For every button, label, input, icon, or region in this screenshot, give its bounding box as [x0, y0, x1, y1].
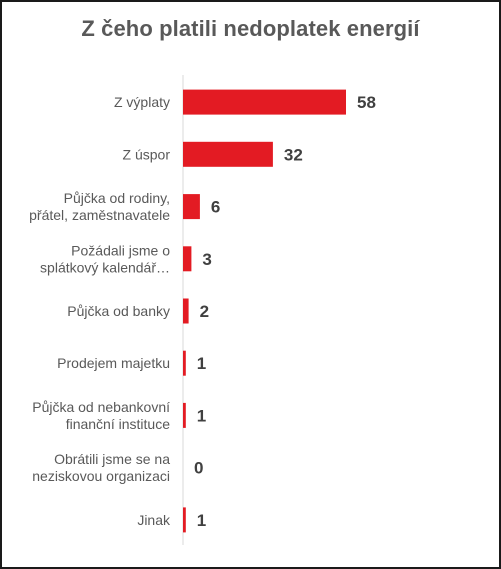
bar — [183, 89, 346, 115]
data-label: 58 — [357, 93, 376, 112]
category-label: Z výplaty — [114, 94, 170, 110]
bar — [183, 246, 192, 272]
data-label: 0 — [194, 459, 203, 478]
data-label: 3 — [202, 250, 211, 269]
data-label: 6 — [211, 198, 220, 217]
category-label: Požádali jsme o splátkový kalendář… — [40, 242, 170, 275]
category-label: Z úspor — [123, 146, 171, 162]
bar — [183, 507, 186, 533]
bar — [183, 194, 200, 220]
category-label: Obrátili jsme se na neziskovou organizaci — [32, 451, 170, 484]
chart-title: Z čeho platili nedoplatek energií — [81, 16, 420, 41]
data-label: 1 — [197, 406, 206, 425]
data-label: 1 — [197, 511, 206, 530]
bar — [183, 402, 186, 428]
category-label: Jinak — [137, 512, 171, 528]
category-label: Půjčka od nebankovní finanční instituce — [32, 399, 170, 432]
data-label: 2 — [200, 302, 209, 321]
bar — [183, 141, 273, 167]
data-label: 32 — [284, 145, 303, 164]
category-label: Prodejem majetku — [57, 355, 170, 371]
data-label: 1 — [197, 354, 206, 373]
bar — [183, 350, 186, 376]
category-label: Půjčka od rodiny, přátel, zaměstnavatele — [29, 190, 170, 223]
category-label: Půjčka od banky — [67, 303, 170, 319]
bar — [183, 298, 189, 324]
